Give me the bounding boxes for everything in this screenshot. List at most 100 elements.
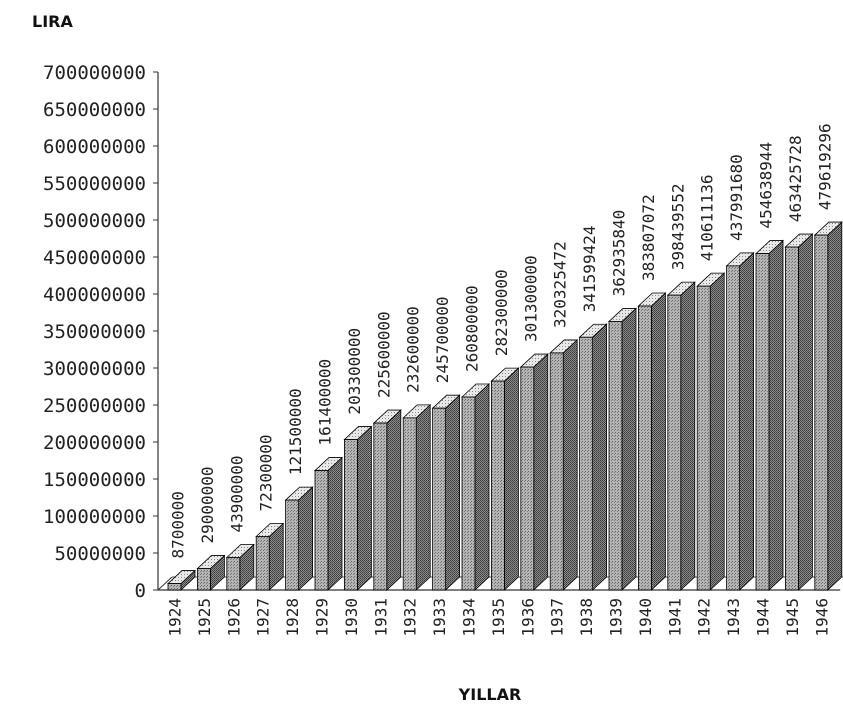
data-label: 43900000: [227, 455, 246, 532]
x-tick-label: 1935: [489, 598, 508, 637]
x-axis-ticks: 1924 1925 1926 1927 1928 1929 1930 1931 1932 1933…: [166, 598, 832, 637]
data-label: 29000000: [198, 466, 217, 543]
y-tick-label: 350000000: [43, 321, 146, 343]
bar: [519, 353, 549, 591]
data-label: 320325472: [551, 241, 570, 328]
bar-side: [651, 292, 666, 591]
x-tick-label: 1933: [430, 598, 449, 637]
bar-side: [739, 251, 754, 591]
bar-front: [638, 305, 652, 591]
data-label: 245700000: [433, 296, 452, 383]
data-label: 341599424: [580, 226, 599, 313]
bar: [313, 456, 344, 591]
bar: [166, 569, 197, 591]
data-label: 454638944: [757, 142, 776, 229]
bar-side: [445, 394, 461, 591]
bar-side: [621, 307, 637, 591]
x-tick-label: 1937: [548, 598, 567, 637]
bar-front: [696, 285, 711, 591]
bar-side: [356, 425, 372, 591]
x-tick-label: 1940: [636, 598, 655, 637]
y-tick-label: 500000000: [43, 210, 146, 232]
bar-front: [579, 336, 593, 591]
bar-side: [827, 221, 843, 591]
data-label: 398439552: [668, 183, 687, 270]
bar-side: [533, 353, 549, 591]
floor-edge: [157, 576, 173, 591]
bar: [813, 221, 843, 591]
bar-front: [726, 265, 740, 591]
y-tick-label: 50000000: [54, 543, 146, 565]
bar-front: [785, 246, 799, 591]
y-tick-label: 550000000: [43, 173, 146, 195]
data-label: 260800000: [463, 285, 482, 372]
bar-side: [503, 367, 519, 591]
bar-side: [386, 409, 402, 591]
bar: [255, 522, 285, 591]
data-label: 203300000: [345, 328, 364, 415]
bar-front: [285, 499, 300, 591]
bar: [431, 394, 461, 591]
x-tick-label: 1943: [724, 598, 743, 637]
data-label: 8700000: [169, 491, 188, 558]
bar-front: [520, 366, 535, 591]
x-tick-label: 1946: [812, 598, 831, 637]
bar-side: [768, 239, 784, 591]
bar: [607, 307, 638, 591]
x-tick-label: 1927: [254, 598, 273, 637]
bar-front: [432, 407, 447, 591]
x-tick-label: 1936: [518, 598, 537, 637]
x-tick-label: 1938: [577, 598, 596, 637]
data-label: 225600000: [374, 311, 393, 398]
data-label: 383807072: [639, 194, 658, 281]
bar-side: [474, 383, 490, 591]
bar-side: [592, 323, 607, 591]
data-label: 463425728: [786, 135, 805, 222]
x-axis-title: YILLAR: [458, 685, 522, 704]
y-tick-label: 250000000: [43, 395, 146, 417]
y-tick-label: 450000000: [43, 247, 146, 269]
bar-front: [167, 583, 182, 591]
bar: [784, 233, 814, 591]
data-label: 362935840: [610, 210, 629, 297]
bar-side: [562, 339, 578, 591]
bar-side: [415, 403, 431, 591]
bar: [754, 239, 785, 591]
x-tick-label: 1932: [401, 598, 420, 637]
x-tick-label: 1925: [195, 598, 214, 637]
bar-front: [549, 352, 564, 591]
bar: [284, 486, 314, 591]
bar: [637, 292, 667, 591]
x-tick-label: 1942: [695, 598, 714, 637]
y-tick-label: 650000000: [43, 99, 146, 121]
bar-front: [373, 422, 388, 591]
x-tick-label: 1924: [166, 598, 185, 637]
bar: [549, 339, 579, 591]
x-tick-label: 1931: [371, 598, 390, 637]
data-label: 410611136: [698, 174, 717, 261]
y-tick-label: 200000000: [43, 432, 146, 454]
bar: [225, 543, 255, 591]
x-tick-label: 1928: [283, 598, 302, 637]
data-label: 437991680: [727, 154, 746, 241]
bar-side: [709, 272, 725, 591]
data-label: 161400000: [316, 359, 335, 446]
bar: [402, 403, 432, 591]
bar-front: [814, 234, 829, 591]
bar-front: [255, 536, 270, 591]
bar-front: [314, 470, 329, 591]
data-label: 301300000: [521, 255, 540, 342]
data-label: 282300000: [492, 269, 511, 356]
bar: [490, 367, 520, 591]
data-label: 72300000: [257, 434, 276, 511]
bar-front: [196, 568, 211, 591]
bar-front: [226, 557, 241, 591]
bar-front: [490, 380, 505, 591]
y-tick-label: 100000000: [43, 506, 146, 528]
bar: [666, 281, 696, 591]
bar: [460, 383, 491, 591]
bar-front: [461, 396, 476, 591]
bar-side: [327, 456, 343, 591]
data-labels: 8700000 29000000 43900000 72300000 121500000…: [169, 123, 835, 558]
